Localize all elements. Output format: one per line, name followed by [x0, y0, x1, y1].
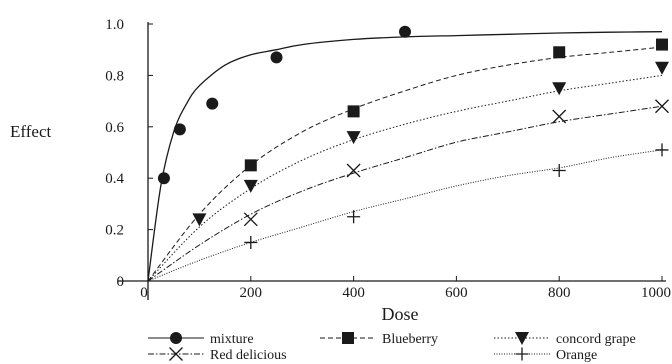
x-tick-label: 200	[240, 285, 263, 301]
orange-point	[347, 210, 361, 224]
x-tick-label: 0	[140, 285, 148, 301]
legend-orange-label: Orange	[556, 348, 597, 363]
orange-point	[244, 235, 258, 249]
x-tick-label: 600	[445, 285, 468, 301]
legend-mixture-marker	[170, 332, 182, 344]
mixture-point	[399, 25, 411, 38]
concord-grape-point	[192, 213, 207, 227]
mixture-point	[270, 51, 283, 64]
y-tick-label: 0	[117, 274, 125, 290]
legend-concord-grape-marker	[515, 332, 529, 345]
blueberry-point	[553, 46, 566, 59]
legend-blueberry-label: Blueberry	[382, 332, 438, 347]
legend-blueberry-marker	[342, 332, 354, 344]
blueberry-point	[244, 159, 257, 172]
x-tick-label: 1000	[641, 285, 671, 301]
blueberry-curve	[147, 46, 663, 282]
y-tick-label: 0.8	[105, 68, 124, 84]
mixture-point	[157, 172, 170, 185]
concord-grape-point	[346, 131, 361, 145]
legend-concord-grape-label: concord grape	[556, 332, 636, 347]
x-tick-label: 400	[342, 285, 365, 301]
y-tick-label: 0.2	[105, 223, 124, 239]
orange-curve	[147, 149, 663, 282]
concord-grape-curve	[147, 74, 663, 282]
mixture-curve	[147, 31, 663, 282]
red-delicious-curve	[147, 105, 663, 282]
red-delicious-point	[552, 109, 567, 124]
red-delicious-point	[243, 212, 258, 227]
y-tick-label: 0.4	[105, 171, 124, 187]
y-axis-label: Effect	[10, 122, 51, 141]
red-delicious-point	[346, 163, 361, 178]
concord-grape-point	[243, 179, 258, 193]
blueberry-point	[656, 38, 668, 51]
mixture-point	[206, 97, 219, 110]
y-tick-label: 1.0	[105, 17, 124, 33]
ticks: 0 0.2 0.4 0.6 0.8 1.0 0 200 400 600 800 1000	[105, 17, 671, 301]
x-tick-label: 800	[548, 285, 571, 301]
x-axis-label: Dose	[382, 304, 419, 324]
legend-mixture-label: mixture	[210, 332, 254, 347]
mixture-point	[173, 123, 186, 136]
fitted-curves	[147, 31, 663, 282]
concord-grape-point	[552, 82, 567, 96]
red-delicious-point	[655, 99, 669, 114]
orange-point	[552, 163, 566, 177]
concord-grape-point	[655, 61, 669, 75]
axes	[118, 22, 666, 300]
legend-red-delicious-marker	[169, 347, 183, 361]
legend-orange-marker	[515, 347, 529, 361]
legend-red-delicious-label: Red delicious	[210, 348, 287, 363]
blueberry-point	[347, 105, 360, 118]
data-points	[157, 25, 669, 249]
legend: mixture Blueberry concord grape Red delicio…	[148, 332, 636, 363]
orange-point	[655, 143, 669, 157]
y-tick-label: 0.6	[105, 120, 124, 136]
